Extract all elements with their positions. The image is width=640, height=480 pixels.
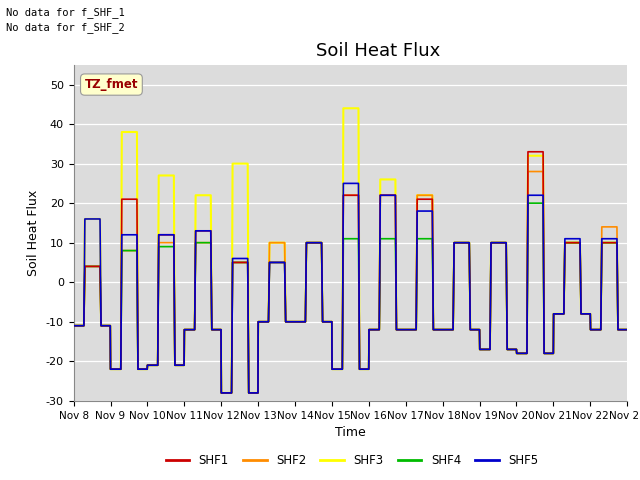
SHF4 (623, 327, 631, 333)
SHF3 (512, 347, 520, 352)
SHF4 (511, 347, 519, 352)
SHF5 (590, 327, 598, 333)
SHF1 (225, 390, 232, 396)
X-axis label: Time: Time (335, 426, 366, 439)
Line: SHF4: SHF4 (74, 203, 627, 393)
SHF3 (339, 106, 347, 111)
SHF3 (225, 390, 232, 396)
SHF5 (512, 347, 520, 352)
SHF4 (575, 240, 582, 246)
SHF4 (225, 390, 232, 396)
SHF2 (590, 327, 598, 333)
SHF3 (575, 240, 582, 246)
SHF5 (379, 192, 387, 198)
SHF2 (70, 323, 77, 329)
SHF2 (379, 192, 387, 198)
SHF5 (623, 327, 631, 333)
SHF2 (524, 168, 532, 174)
SHF3 (218, 390, 225, 396)
SHF1 (575, 240, 582, 246)
SHF5 (339, 180, 347, 186)
Line: SHF3: SHF3 (74, 108, 627, 393)
SHF5 (70, 323, 77, 329)
SHF5 (367, 327, 374, 333)
SHF1 (511, 347, 519, 352)
Line: SHF1: SHF1 (74, 152, 627, 393)
SHF3 (590, 327, 598, 333)
SHF2 (225, 390, 232, 396)
SHF1 (70, 323, 77, 329)
Line: SHF2: SHF2 (74, 171, 627, 393)
SHF2 (575, 240, 582, 246)
SHF3 (367, 327, 374, 333)
SHF1 (379, 192, 387, 198)
SHF1 (218, 390, 225, 396)
Text: TZ_fmet: TZ_fmet (84, 78, 138, 91)
SHF4 (379, 236, 387, 241)
Title: Soil Heat Flux: Soil Heat Flux (316, 42, 440, 60)
SHF1 (524, 149, 532, 155)
SHF4 (218, 390, 225, 396)
SHF2 (623, 327, 631, 333)
SHF1 (623, 327, 631, 333)
SHF3 (623, 327, 631, 333)
SHF4 (367, 327, 374, 333)
SHF5 (575, 236, 582, 241)
SHF4 (590, 327, 598, 333)
SHF3 (379, 177, 387, 182)
SHF3 (70, 323, 77, 329)
SHF2 (218, 390, 225, 396)
SHF4 (524, 200, 532, 206)
SHF5 (225, 390, 232, 396)
Text: No data for f_SHF_2: No data for f_SHF_2 (6, 22, 125, 33)
Text: No data for f_SHF_1: No data for f_SHF_1 (6, 7, 125, 18)
Line: SHF5: SHF5 (74, 183, 627, 393)
SHF2 (511, 347, 519, 352)
SHF2 (367, 327, 374, 333)
SHF4 (70, 323, 77, 329)
SHF1 (590, 327, 598, 333)
Legend: SHF1, SHF2, SHF3, SHF4, SHF5: SHF1, SHF2, SHF3, SHF4, SHF5 (161, 449, 543, 472)
Y-axis label: Soil Heat Flux: Soil Heat Flux (27, 190, 40, 276)
SHF5 (218, 390, 225, 396)
SHF1 (367, 327, 374, 333)
